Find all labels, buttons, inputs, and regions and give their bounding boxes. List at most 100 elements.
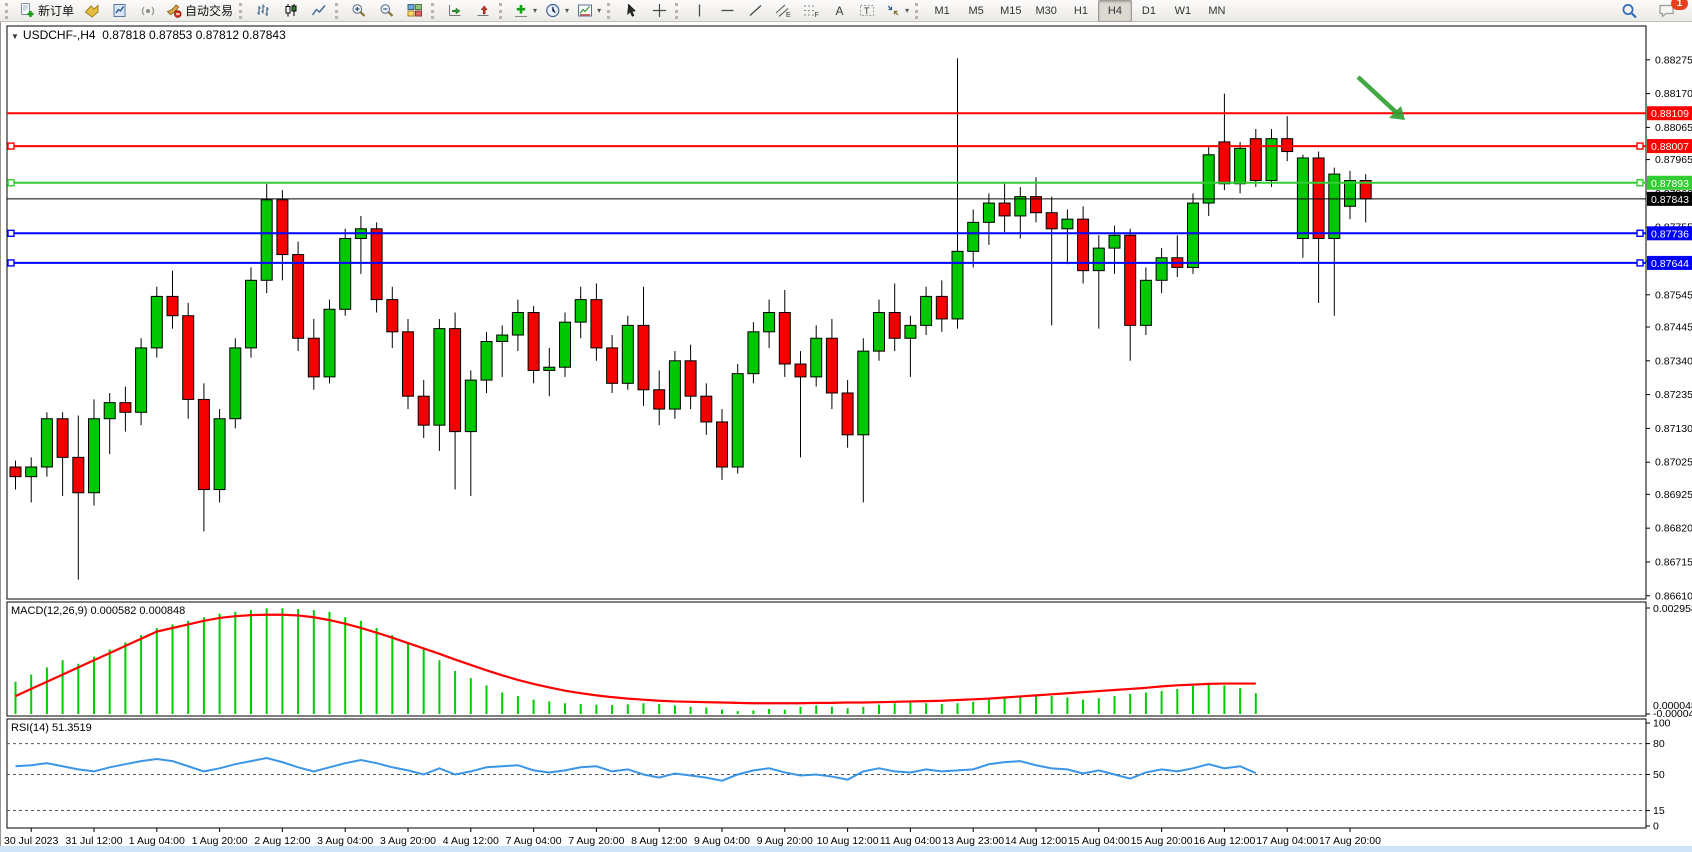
timeframe-h4-button[interactable]: H4 (1097, 0, 1132, 22)
svg-text:E: E (786, 12, 791, 18)
templates-button[interactable]: ▾ (573, 0, 605, 22)
candle-body (1030, 196, 1042, 214)
toolbar-grip[interactable] (607, 2, 613, 19)
hline-handle[interactable] (1636, 259, 1644, 267)
bar-chart-icon (255, 3, 271, 18)
candle-body (731, 373, 744, 468)
chevron-down-icon[interactable]: ▾ (533, 6, 538, 15)
candle-body (370, 228, 383, 301)
price-line-label: 0.87893 (1651, 178, 1689, 190)
candlestick-chart-button[interactable] (277, 0, 305, 22)
timeframe-mn-button[interactable]: MN (1208, 4, 1226, 17)
toolbar-grip[interactable] (675, 2, 681, 19)
periods-button[interactable]: ▾ (541, 0, 573, 22)
price-chart-canvas: 0.882750.881700.880650.879650.878600.877… (4, 25, 1692, 847)
chart-shift-button[interactable] (469, 0, 497, 22)
hline-handle[interactable] (1636, 142, 1644, 150)
candle-body (684, 360, 697, 397)
candle-chart-icon (283, 3, 299, 18)
horizontal-line-button[interactable] (713, 0, 741, 22)
bar-chart-button[interactable] (249, 0, 277, 22)
hline-handle[interactable] (7, 179, 15, 187)
bottom-status-strip (0, 846, 1692, 852)
candle-body (935, 295, 948, 320)
zoom-in-button[interactable] (345, 0, 373, 22)
timeframe-d1-button[interactable]: D1 (1141, 4, 1156, 17)
vertical-line-button[interactable] (685, 0, 713, 22)
candle-body (700, 395, 713, 423)
price-line-label-box (1647, 191, 1692, 206)
zoom-out-button[interactable] (373, 0, 401, 22)
new-order-button[interactable]: 新订单 (15, 0, 78, 22)
crosshair-button[interactable] (645, 0, 673, 22)
price-tick-label: 0.87130 (1655, 423, 1692, 435)
signals-button[interactable] (134, 0, 162, 22)
toolbar-grip[interactable] (239, 2, 245, 19)
price-tick-label: 0.87235 (1655, 389, 1692, 401)
auto-scroll-button[interactable] (441, 0, 469, 22)
candle-body (260, 199, 273, 281)
candle-body (213, 418, 226, 491)
hline-handle[interactable] (7, 259, 15, 267)
indicators-button[interactable]: ▾ (509, 0, 541, 22)
candle-body (323, 308, 336, 378)
annotation-arrow[interactable] (1356, 75, 1405, 120)
hline-handle[interactable] (1636, 229, 1644, 238)
candle-body (182, 315, 195, 400)
toolbar-grip[interactable] (499, 2, 505, 19)
candle-body (511, 312, 524, 336)
timeframe-w1-button[interactable]: W1 (1174, 4, 1192, 17)
notifications-button[interactable]: 1 (1653, 0, 1688, 22)
chevron-down-icon[interactable]: ▾ (565, 6, 570, 15)
toolbar-grip[interactable] (335, 2, 341, 19)
candle-body (480, 340, 493, 381)
macd-axis-label: -0.000046 (1653, 708, 1692, 720)
market-watch-button[interactable] (106, 0, 134, 22)
one-click-trading-toggle-icon[interactable]: ▼ (11, 32, 19, 41)
candle-body (449, 328, 462, 433)
toolbar-grip[interactable] (431, 2, 437, 19)
templates-icon (577, 3, 593, 18)
timeframe-h1-button[interactable]: H1 (1073, 4, 1088, 17)
timeframe-m1-button[interactable]: M1 (934, 4, 950, 17)
text-button[interactable]: A (825, 0, 853, 22)
hline-handle[interactable] (7, 142, 15, 150)
fibonacci-icon: F (803, 3, 819, 18)
toolbar-grip[interactable] (915, 2, 921, 19)
cursor-button[interactable] (617, 0, 645, 22)
equidistant-channel-icon: E (775, 3, 791, 18)
horizontal-line-icon (720, 3, 735, 18)
price-line-label-box (1647, 175, 1692, 190)
line-chart-button[interactable] (305, 0, 333, 22)
timeframe-m5-button[interactable]: M5 (968, 4, 984, 17)
price-line-label: 0.88109 (1651, 108, 1689, 120)
candle-body (857, 350, 870, 436)
autotrading-button[interactable]: 自动交易 (162, 0, 237, 22)
time-tick-label: 4 Aug 12:00 (443, 835, 499, 847)
profiles-button[interactable] (78, 0, 106, 22)
candle-body (292, 254, 305, 339)
trendline-button[interactable] (741, 0, 769, 22)
toolbar-grip[interactable] (5, 2, 11, 19)
fibonacci-button[interactable]: F (797, 0, 825, 22)
search-button[interactable] (1615, 0, 1643, 22)
time-tick-label: 9 Aug 20:00 (757, 835, 813, 847)
price-axis: 0.882750.881700.880650.879650.878600.877… (1646, 54, 1692, 602)
candle-body (9, 466, 22, 478)
candle-body (433, 328, 446, 426)
text-label-button[interactable]: T (853, 0, 881, 22)
hline-handle[interactable] (7, 229, 15, 238)
hline-handle[interactable] (1636, 179, 1644, 187)
candle-body (763, 312, 776, 333)
price-line-label-box (1647, 226, 1692, 241)
equidistant-channel-button[interactable]: E (769, 0, 797, 22)
candle-body (1249, 138, 1262, 182)
timeframe-m15-button[interactable]: M15 (1000, 4, 1022, 17)
arrows-button[interactable]: ▾ (881, 0, 913, 22)
tile-windows-button[interactable] (401, 0, 429, 22)
chevron-down-icon[interactable]: ▾ (905, 6, 910, 15)
timeframe-m30-button[interactable]: M30 (1035, 4, 1057, 17)
candle-body (637, 324, 650, 391)
signals-icon (140, 3, 156, 18)
chevron-down-icon[interactable]: ▾ (597, 6, 602, 15)
